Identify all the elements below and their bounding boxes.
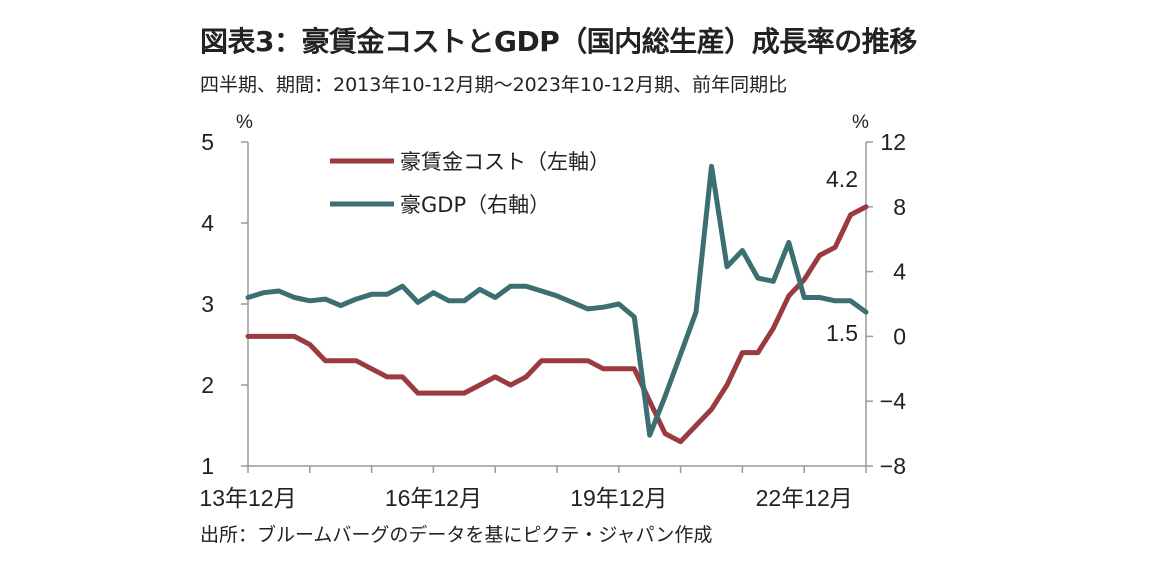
series-line-wage-cost bbox=[245, 204, 869, 445]
left-axis-tick-label: 3 bbox=[201, 291, 214, 317]
chart-annotations: 4.2 1.5 bbox=[826, 166, 858, 346]
series-line-gdp bbox=[245, 163, 869, 438]
legend-label-wage-cost: 豪賃金コスト（左軸） bbox=[400, 150, 610, 174]
right-axis-tick-label: 12 bbox=[880, 129, 906, 155]
right-axis-unit: % bbox=[852, 112, 869, 133]
annotation-wage-last: 4.2 bbox=[826, 166, 858, 192]
series-layer bbox=[245, 163, 869, 445]
x-axis-tick-label: 16年12月 bbox=[385, 485, 482, 511]
right-axis-tick-label: −4 bbox=[880, 388, 906, 414]
chart-title: 図表3：豪賃金コストとGDP（国内総生産）成長率の推移 bbox=[200, 25, 917, 58]
right-axis-tick-label: 4 bbox=[893, 259, 906, 285]
chart-subtitle: 四半期、期間：2013年10-12月期～2023年10-12月期、前年同期比 bbox=[200, 74, 788, 96]
right-axis-tick-label: −8 bbox=[880, 453, 906, 479]
x-axis-tick-label: 13年12月 bbox=[199, 485, 296, 511]
left-axis-tick-label: 5 bbox=[201, 129, 214, 155]
right-axis-tick-label: 0 bbox=[893, 323, 906, 349]
legend-label-gdp: 豪GDP（右軸） bbox=[400, 193, 550, 217]
right-axis-tick-label: 8 bbox=[893, 194, 906, 220]
left-axis-tick-label: 2 bbox=[201, 372, 214, 398]
left-axis-tick-label: 1 bbox=[201, 453, 214, 479]
chart-legend: 豪賃金コスト（左軸） 豪GDP（右軸） bbox=[330, 150, 610, 217]
annotation-gdp-last: 1.5 bbox=[826, 320, 858, 346]
x-axis-tick-label: 19年12月 bbox=[570, 485, 667, 511]
left-axis-tick-label: 4 bbox=[201, 210, 214, 236]
left-axis-unit: % bbox=[236, 112, 253, 133]
source-note: 出所：ブルームバーグのデータを基にピクテ・ジャパン作成 bbox=[200, 524, 713, 546]
x-axis-tick-label: 22年12月 bbox=[756, 485, 853, 511]
